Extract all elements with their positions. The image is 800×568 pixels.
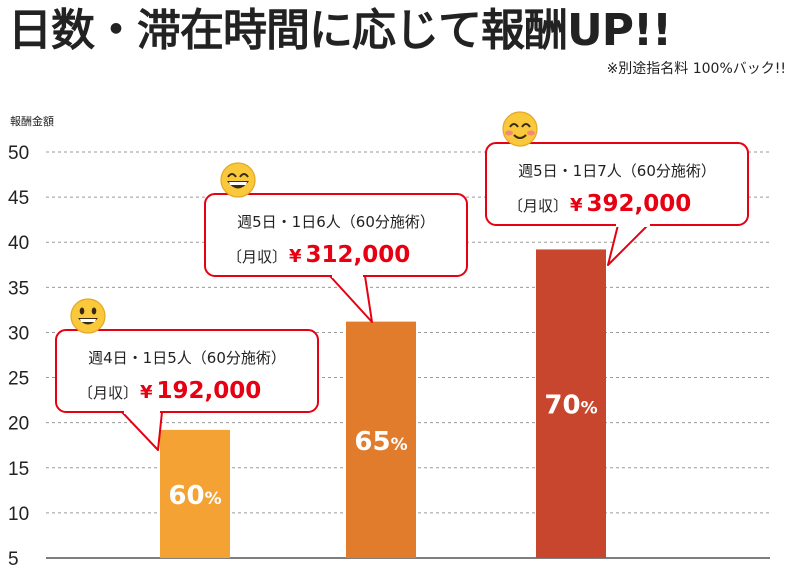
callout-tail bbox=[329, 275, 373, 323]
callout-income: 〔月収〕 ¥312,000 bbox=[227, 242, 410, 268]
y-tick-label: 15 bbox=[8, 459, 29, 480]
callout-schedule: 週5日・1日7人（60分施術） bbox=[518, 162, 716, 180]
y-tick-label: 45 bbox=[8, 188, 29, 209]
callouts: 週4日・1日5人（60分施術） 〔月収〕 ¥192,000 週5日・1日6人（60分施… bbox=[55, 111, 749, 451]
y-tick-label: 20 bbox=[8, 414, 29, 435]
y-tick-label: 50 bbox=[8, 143, 29, 164]
bar bbox=[536, 249, 606, 558]
callout-bubble: 週4日・1日5人（60分施術） 〔月収〕 ¥192,000 bbox=[55, 298, 319, 451]
y-tick-label: 5 bbox=[8, 549, 19, 568]
callout-tail bbox=[607, 224, 649, 266]
y-tick-label: 10 bbox=[8, 504, 29, 525]
y-axis-label: 報酬金額 bbox=[10, 114, 54, 128]
page-subtitle: ※別途指名料 100%バック!! bbox=[606, 61, 786, 77]
callout-box bbox=[55, 329, 319, 413]
y-tick-label: 30 bbox=[8, 323, 29, 344]
callout-bubble: 週5日・1日6人（60分施術） 〔月収〕 ¥312,000 bbox=[204, 162, 468, 323]
laughing-icon bbox=[220, 162, 256, 198]
grin-icon bbox=[70, 298, 106, 334]
bars: 60% 65% 70% bbox=[160, 249, 606, 558]
callout-schedule: 週5日・1日6人（60分施術） bbox=[237, 213, 435, 231]
callout-schedule: 週4日・1日5人（60分施術） bbox=[88, 349, 286, 367]
blush-smile-icon bbox=[502, 111, 538, 147]
bar bbox=[346, 321, 416, 558]
callout-tail bbox=[121, 411, 163, 451]
y-tick-label: 40 bbox=[8, 233, 29, 254]
callout-income: 〔月収〕 ¥192,000 bbox=[78, 378, 261, 404]
callout-income: 〔月収〕 ¥392,000 bbox=[508, 191, 691, 217]
page-title: 日数・滞在時間に応じて報酬UP!! bbox=[8, 5, 672, 56]
bar-percent-label: 65% bbox=[354, 427, 407, 457]
bar-percent-label: 60% bbox=[168, 481, 221, 511]
bar-percent-label: 70% bbox=[544, 391, 597, 421]
y-tick-labels: 5 10 15 20 25 30 35 40 45 50 bbox=[8, 143, 29, 568]
y-tick-label: 25 bbox=[8, 369, 29, 390]
bar bbox=[160, 429, 230, 558]
callout-bubble: 週5日・1日7人（60分施術） 〔月収〕 ¥392,000 bbox=[485, 111, 749, 266]
y-tick-label: 35 bbox=[8, 278, 29, 299]
